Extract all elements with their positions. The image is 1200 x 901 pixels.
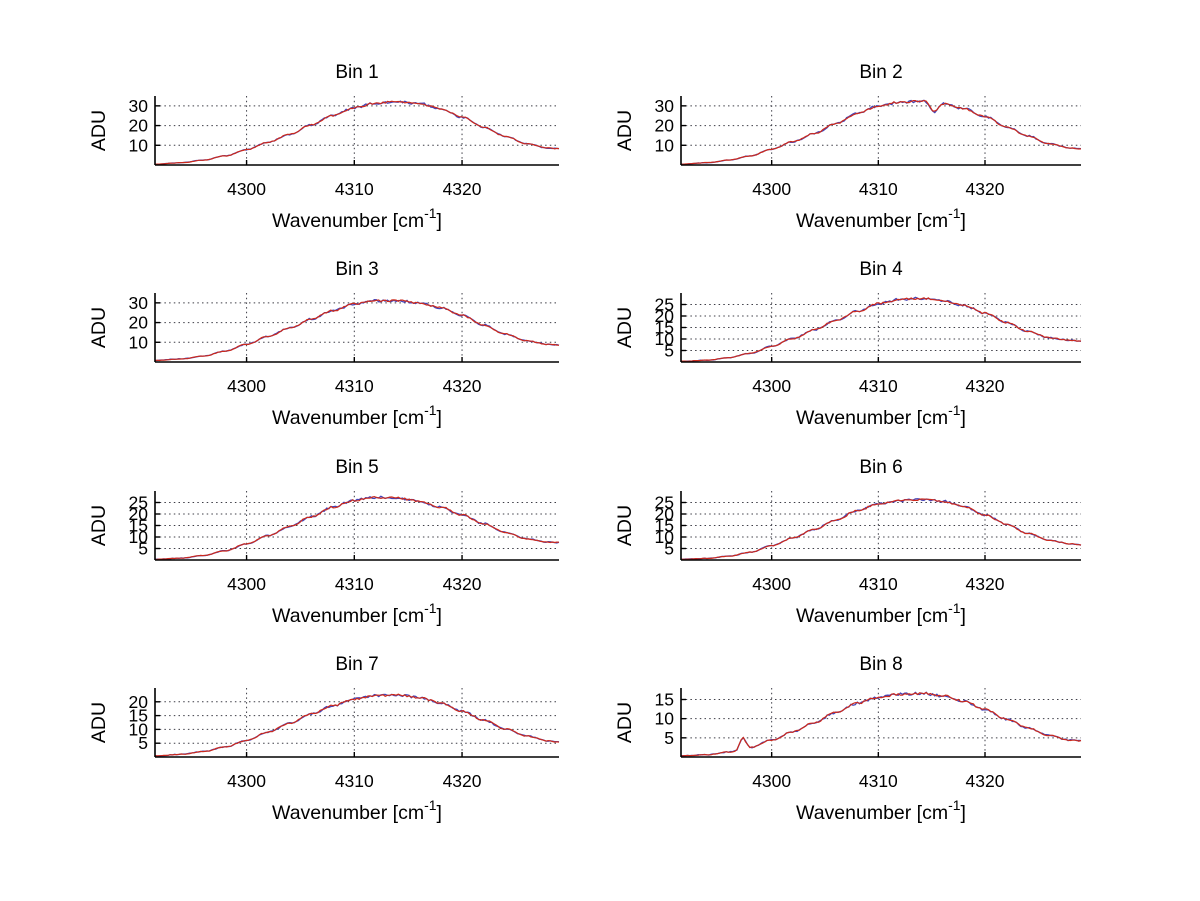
x-axis-label: Wavenumber [cm-1] bbox=[796, 402, 966, 429]
y-tick-label: 10 bbox=[129, 332, 149, 352]
x-tick-label: 4320 bbox=[443, 179, 482, 199]
y-tick-label: 15 bbox=[655, 690, 674, 710]
y-tick-label: 20 bbox=[655, 116, 675, 136]
x-tick-label: 4310 bbox=[335, 574, 374, 594]
y-tick-label: 20 bbox=[129, 116, 149, 136]
series-data-line bbox=[155, 299, 560, 362]
x-axis-label: Wavenumber [cm-1] bbox=[272, 600, 442, 627]
y-axis-label: ADU bbox=[614, 307, 636, 348]
x-axis-label: Wavenumber [cm-1] bbox=[272, 402, 442, 429]
x-tick-label: 4310 bbox=[859, 179, 898, 199]
y-tick-label: 5 bbox=[664, 341, 674, 361]
y-axis-label: ADU bbox=[88, 702, 110, 743]
y-tick-label: 20 bbox=[655, 504, 675, 524]
y-tick-label: 15 bbox=[129, 706, 148, 726]
y-tick-label: 10 bbox=[655, 527, 675, 547]
y-axis-label: ADU bbox=[614, 702, 636, 743]
x-tick-label: 4300 bbox=[752, 574, 791, 594]
y-tick-label: 5 bbox=[664, 539, 674, 559]
y-axis-label: ADU bbox=[88, 505, 110, 546]
series-fit-line bbox=[154, 693, 560, 757]
subplot-title: Bin 2 bbox=[859, 62, 902, 83]
y-tick-label: 30 bbox=[129, 293, 149, 313]
x-tick-label: 4320 bbox=[443, 376, 482, 396]
subplot-title: Bin 6 bbox=[859, 457, 902, 478]
y-tick-label: 20 bbox=[655, 306, 675, 326]
y-tick-label: 25 bbox=[655, 493, 674, 513]
subplot-title: Bin 8 bbox=[859, 654, 902, 675]
y-tick-label: 10 bbox=[129, 135, 149, 155]
subplot-title: Bin 7 bbox=[335, 654, 378, 675]
x-axis-label: Wavenumber [cm-1] bbox=[796, 797, 966, 824]
x-tick-label: 4300 bbox=[227, 771, 266, 791]
series-fit-line bbox=[154, 495, 560, 561]
x-axis-label: Wavenumber [cm-1] bbox=[796, 600, 966, 627]
series-fit-line bbox=[680, 498, 1082, 561]
x-axis-label: Wavenumber [cm-1] bbox=[272, 205, 442, 232]
x-tick-label: 4320 bbox=[966, 771, 1005, 791]
series-fit-line bbox=[681, 297, 1081, 362]
x-tick-label: 4300 bbox=[227, 574, 266, 594]
y-tick-label: 10 bbox=[655, 709, 675, 729]
y-tick-label: 20 bbox=[129, 504, 149, 524]
series-fit-line bbox=[681, 691, 1082, 757]
subplot-title: Bin 4 bbox=[859, 259, 903, 280]
y-tick-label: 10 bbox=[655, 329, 675, 349]
y-axis-label: ADU bbox=[88, 307, 110, 348]
x-tick-label: 4310 bbox=[859, 376, 898, 396]
y-tick-label: 5 bbox=[138, 733, 148, 753]
x-tick-label: 4310 bbox=[859, 771, 898, 791]
x-tick-label: 4300 bbox=[227, 376, 266, 396]
y-tick-label: 30 bbox=[655, 96, 675, 116]
x-tick-label: 4320 bbox=[966, 574, 1005, 594]
y-tick-label: 10 bbox=[129, 719, 149, 739]
y-tick-label: 5 bbox=[664, 728, 674, 748]
series-data-line bbox=[681, 498, 1082, 561]
y-axis-label: ADU bbox=[614, 110, 636, 151]
x-tick-label: 4310 bbox=[335, 771, 374, 791]
x-tick-label: 4320 bbox=[966, 376, 1005, 396]
series-data-line bbox=[681, 99, 1082, 165]
subplot-title: Bin 1 bbox=[335, 62, 378, 83]
series-fit-line bbox=[680, 99, 1082, 165]
x-tick-label: 4320 bbox=[443, 574, 482, 594]
subplot-title: Bin 3 bbox=[335, 259, 378, 280]
series-fit-line bbox=[154, 299, 560, 362]
y-tick-label: 10 bbox=[129, 527, 149, 547]
x-axis-label: Wavenumber [cm-1] bbox=[796, 205, 966, 232]
y-tick-label: 30 bbox=[129, 96, 149, 116]
x-tick-label: 4300 bbox=[752, 179, 791, 199]
series-data-line bbox=[154, 100, 560, 166]
x-axis-label: Wavenumber [cm-1] bbox=[272, 797, 442, 824]
y-tick-label: 25 bbox=[129, 493, 148, 513]
series-data-line bbox=[154, 693, 560, 757]
y-axis-label: ADU bbox=[614, 505, 636, 546]
series-fit-line bbox=[154, 100, 560, 165]
x-tick-label: 4310 bbox=[859, 574, 898, 594]
x-tick-label: 4300 bbox=[752, 771, 791, 791]
x-tick-label: 4310 bbox=[335, 376, 374, 396]
series-data-line bbox=[154, 495, 560, 560]
y-tick-label: 15 bbox=[655, 516, 674, 536]
y-axis-label: ADU bbox=[88, 110, 110, 151]
y-tick-label: 20 bbox=[129, 313, 149, 333]
y-tick-label: 25 bbox=[655, 295, 674, 315]
x-tick-label: 4310 bbox=[335, 179, 374, 199]
x-tick-label: 4300 bbox=[227, 179, 266, 199]
y-tick-label: 5 bbox=[138, 539, 148, 559]
series-data-line bbox=[681, 691, 1082, 757]
x-tick-label: 4320 bbox=[966, 179, 1005, 199]
x-tick-label: 4320 bbox=[443, 771, 482, 791]
subplot-title: Bin 5 bbox=[335, 457, 378, 478]
y-tick-label: 15 bbox=[129, 516, 148, 536]
x-tick-label: 4300 bbox=[752, 376, 791, 396]
y-tick-label: 10 bbox=[655, 135, 675, 155]
y-tick-label: 20 bbox=[129, 692, 149, 712]
y-tick-label: 15 bbox=[655, 318, 674, 338]
